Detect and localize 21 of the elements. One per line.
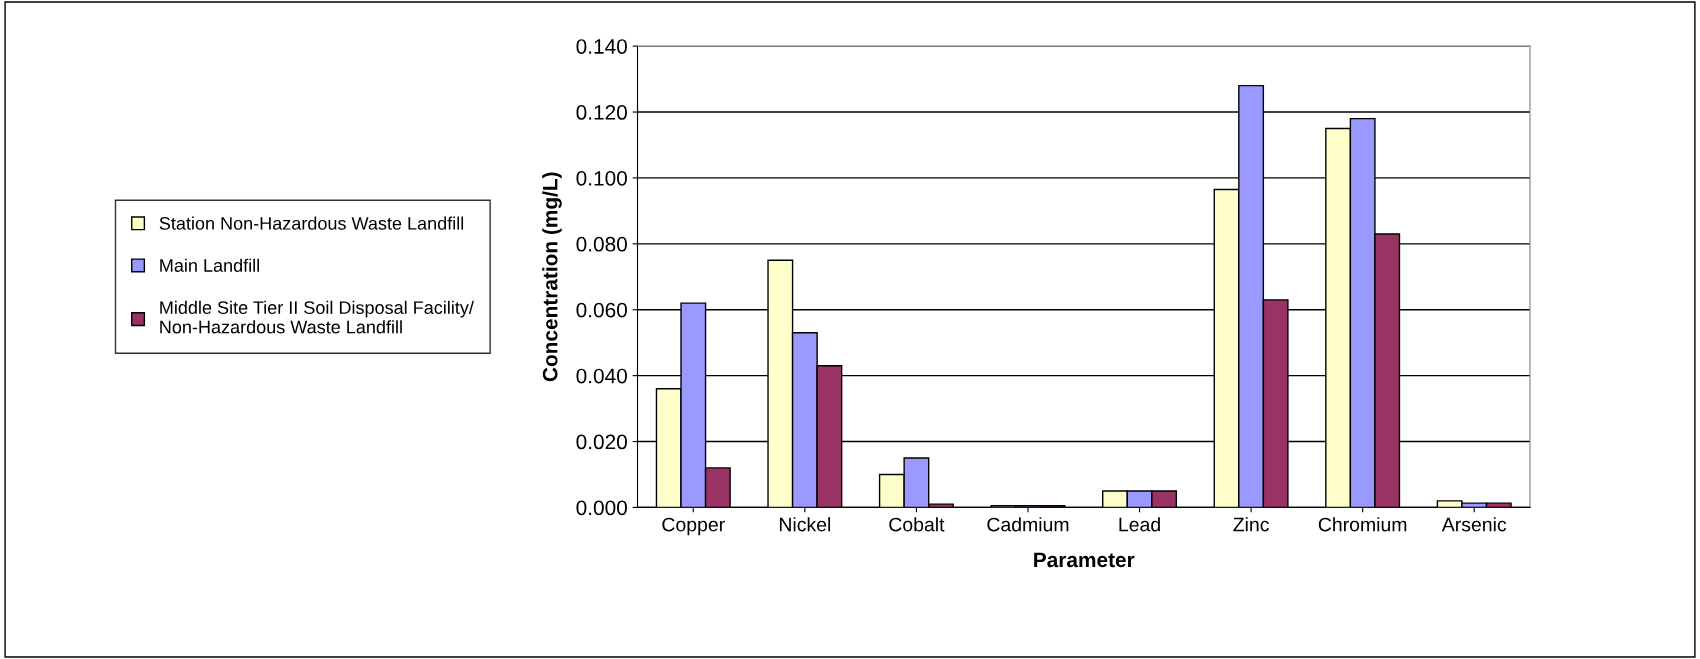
y-tick-label: 0.000 — [576, 500, 627, 516]
y-tick-label: 0.020 — [576, 434, 627, 450]
x-tick-label: Cobalt — [889, 517, 945, 532]
x-tick-label: Cadmium — [987, 517, 1069, 532]
y-tick-label: 0.120 — [576, 105, 627, 120]
x-tick-label: Nickel — [779, 517, 831, 532]
legend-label: Station Non-Hazardous Waste Landfill — [159, 216, 464, 230]
y-tick-label: 0.140 — [576, 39, 627, 54]
x-axis-title: Parameter — [1034, 552, 1135, 568]
legend-label: Main Landfill — [160, 258, 259, 272]
y-tick-label: 0.060 — [576, 302, 627, 318]
x-tick-label: Copper — [662, 517, 725, 536]
y-tick-label: 0.040 — [576, 368, 627, 384]
y-axis-title: Concentration (mg/L) — [542, 172, 562, 382]
x-tick-label: Chromium — [1318, 517, 1407, 532]
x-tick-label: Zinc — [1233, 517, 1269, 532]
x-tick-label: Arsenic — [1441, 517, 1507, 532]
x-tick-label: Lead — [1119, 517, 1160, 532]
y-tick-label: 0.100 — [576, 170, 627, 186]
y-tick-label: 0.080 — [576, 236, 627, 252]
legend-label: Middle Site Tier II Soil Disposal Facility/ Non-Hazardous Waste Landfill — [160, 300, 474, 334]
